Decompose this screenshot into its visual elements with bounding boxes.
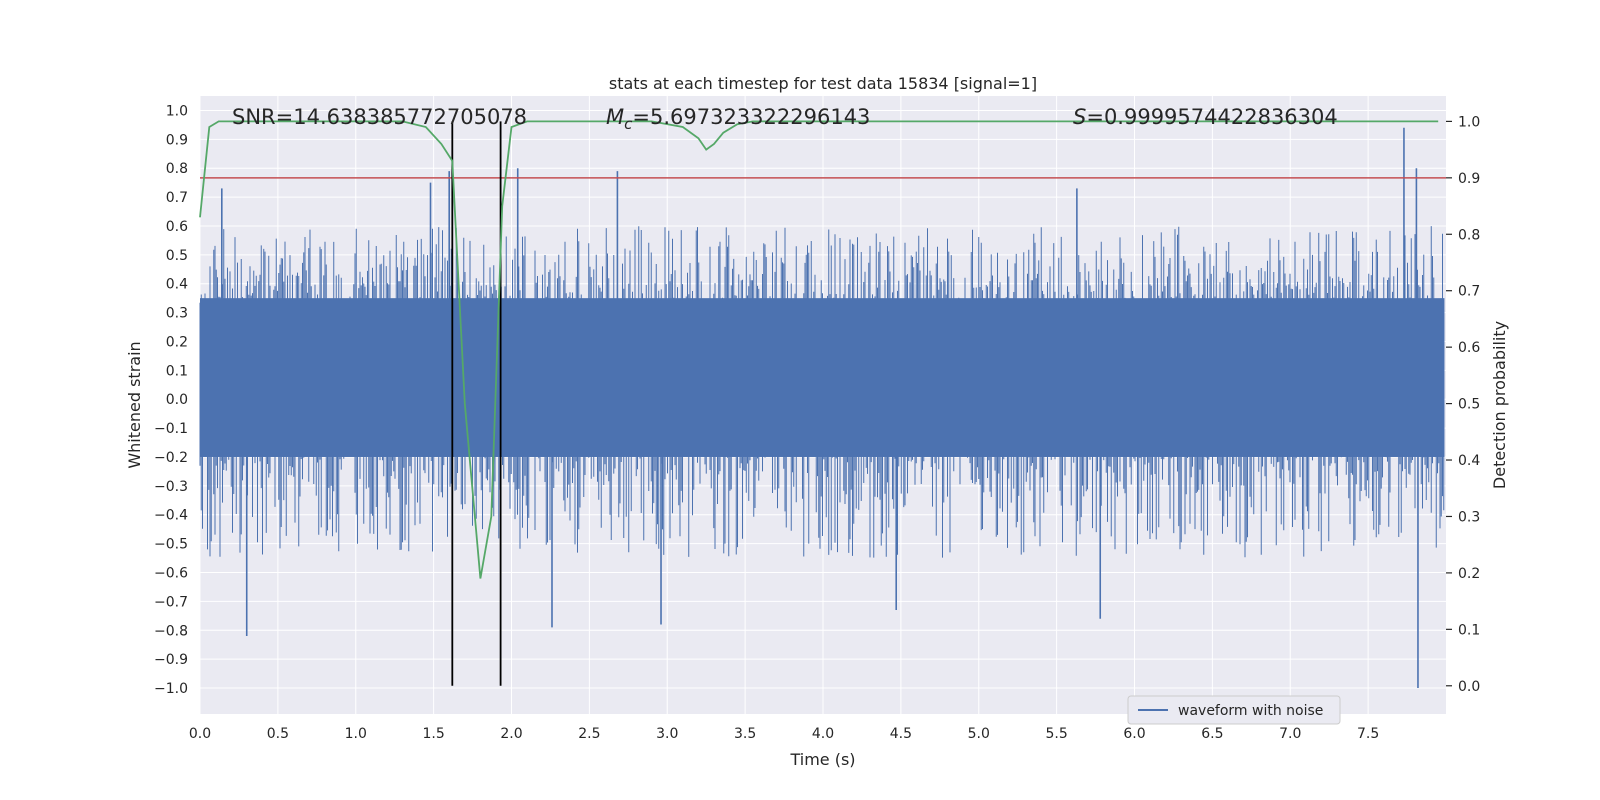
x-tick-label-2: 1.0 (345, 726, 367, 742)
y-tick-label-4: 0.6 (166, 219, 188, 235)
significance-annotation: S=0.9999574422836304 (1073, 105, 1338, 129)
y-tick-label-1: 0.9 (166, 132, 188, 148)
y-tick-label-18: −0.8 (154, 623, 188, 639)
y-tick-label-3: 0.7 (166, 190, 188, 206)
snr-value: 14.638385772705078 (293, 105, 527, 129)
chart-title: stats at each timestep for test data 158… (609, 74, 1037, 93)
right-y-tick-label-1: 0.9 (1458, 171, 1480, 187)
right-y-tick-label-2: 0.8 (1458, 227, 1480, 243)
snr-prefix: SNR= (232, 105, 293, 129)
detection-probability-line (199, 120, 1439, 579)
legend: waveform with noise (1127, 695, 1341, 725)
snr-annotation: SNR=14.638385772705078 (232, 105, 527, 129)
x-tick-label-4: 2.0 (500, 726, 522, 742)
y-tick-label-5: 0.5 (166, 248, 188, 264)
right-y-tick-label-5: 0.5 (1458, 397, 1480, 413)
y-axis-ticks: 1.0 0.9 0.8 0.7 0.6 0.5 0.4 0.3 0.2 0.1 0.0 −0.1 −0.… (154, 103, 188, 697)
x-tick-label-10: 5.0 (968, 726, 990, 742)
y-tick-label-20: −1.0 (154, 681, 188, 697)
x-tick-label-13: 6.5 (1201, 726, 1223, 742)
y-tick-label-14: −0.4 (154, 508, 188, 524)
y-axis-label: Whitened strain (125, 341, 144, 468)
right-y-tick-label-6: 0.4 (1458, 453, 1480, 469)
x-tick-label-7: 3.5 (734, 726, 756, 742)
x-tick-label-12: 6.0 (1123, 726, 1145, 742)
noise-trace (199, 226, 1445, 558)
x-tick-label-6: 3.0 (656, 726, 678, 742)
y-tick-label-0: 1.0 (166, 103, 188, 119)
right-y-tick-label-8: 0.2 (1458, 566, 1480, 582)
x-tick-label-5: 2.5 (578, 726, 600, 742)
right-y-tick-label-0: 1.0 (1458, 114, 1480, 130)
y-tick-label-19: −0.9 (154, 652, 188, 668)
y-tick-label-9: 0.1 (166, 363, 188, 379)
chirp-mass-symbol: M (606, 105, 624, 129)
chirp-mass-annotation: Mc=5.697323322296143 (606, 105, 870, 133)
right-y-tick-label-7: 0.3 (1458, 509, 1480, 525)
y-tick-label-11: −0.1 (154, 421, 188, 437)
x-tick-label-0: 0.0 (189, 726, 211, 742)
legend-box (1127, 695, 1341, 725)
chirp-mass-value: =5.697323322296143 (632, 105, 870, 129)
x-tick-label-3: 1.5 (422, 726, 444, 742)
x-axis-ticks: 0.0 0.5 1.0 1.5 2.0 2.5 3.0 3.5 4.0 4.5 5.0 5.5 6.0 6… (189, 726, 1379, 742)
overlay-lines (199, 120, 1446, 686)
y-tick-label-16: −0.6 (154, 565, 188, 581)
x-tick-label-14: 7.0 (1279, 726, 1301, 742)
right-y-tick-label-3: 0.7 (1458, 284, 1480, 300)
right-y-tick-label-10: 0.0 (1458, 679, 1480, 695)
right-y-tick-label-9: 0.1 (1458, 622, 1480, 638)
x-tick-label-8: 4.0 (812, 726, 834, 742)
x-axis-label: Time (s) (789, 750, 855, 769)
y-tick-label-13: −0.3 (154, 479, 188, 495)
x-tick-label-9: 4.5 (890, 726, 912, 742)
x-tick-label-11: 5.5 (1045, 726, 1067, 742)
chirp-mass-subscript: c (624, 115, 633, 133)
y-tick-label-17: −0.7 (154, 594, 188, 610)
y-tick-label-7: 0.3 (166, 306, 188, 322)
x-tick-label-1: 0.5 (267, 726, 289, 742)
significance-value: =0.9999574422836304 (1086, 105, 1337, 129)
waveform-with-noise-series (199, 127, 1445, 689)
right-y-tick-label-4: 0.6 (1458, 340, 1480, 356)
y-tick-label-8: 0.2 (166, 334, 188, 350)
right-y-axis-ticks: 1.0 0.9 0.8 0.7 0.6 0.5 0.4 0.3 0.2 0.1 0.0 (1446, 114, 1480, 695)
y-tick-label-15: −0.5 (154, 537, 188, 553)
y-tick-label-12: −0.2 (154, 450, 188, 466)
y-tick-label-6: 0.4 (166, 277, 188, 293)
x-tick-label-15: 7.5 (1357, 726, 1379, 742)
right-y-axis-label: Detection probability (1490, 321, 1509, 489)
legend-label-waveform: waveform with noise (1178, 703, 1323, 719)
y-tick-label-2: 0.8 (166, 161, 188, 177)
significance-symbol: S (1073, 105, 1086, 129)
y-tick-label-10: 0.0 (166, 392, 188, 408)
